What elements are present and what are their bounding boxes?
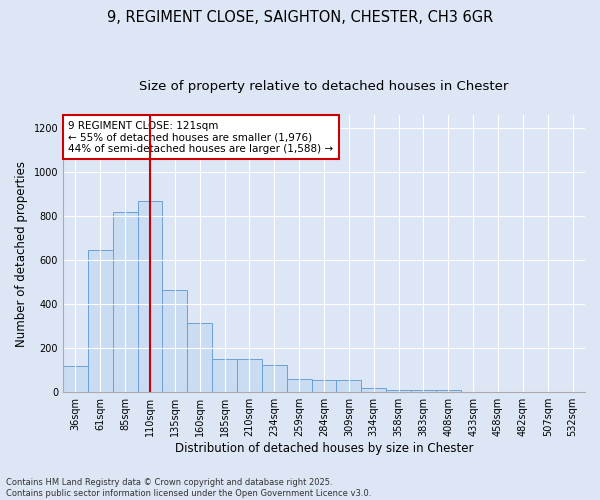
Bar (137, 201, 163, 392)
Bar (113, 212, 137, 392)
Bar (411, 390, 436, 392)
Bar (88, 250, 113, 392)
Bar (212, 359, 237, 392)
Text: 9 REGIMENT CLOSE: 121sqm
← 55% of detached houses are smaller (1,976)
44% of sem: 9 REGIMENT CLOSE: 121sqm ← 55% of detach… (68, 120, 334, 154)
Text: 9, REGIMENT CLOSE, SAIGHTON, CHESTER, CH3 6GR: 9, REGIMENT CLOSE, SAIGHTON, CHESTER, CH… (107, 10, 493, 25)
Bar (311, 380, 337, 392)
Bar (262, 364, 287, 392)
Bar (337, 380, 361, 392)
Y-axis label: Number of detached properties: Number of detached properties (15, 160, 28, 346)
Text: Contains HM Land Registry data © Crown copyright and database right 2025.
Contai: Contains HM Land Registry data © Crown c… (6, 478, 371, 498)
X-axis label: Distribution of detached houses by size in Chester: Distribution of detached houses by size … (175, 442, 473, 455)
Bar (187, 323, 212, 392)
Bar (287, 379, 311, 392)
Bar (361, 388, 386, 392)
Bar (163, 290, 187, 392)
Bar (63, 366, 88, 392)
Title: Size of property relative to detached houses in Chester: Size of property relative to detached ho… (139, 80, 509, 93)
Bar (237, 359, 262, 392)
Bar (386, 390, 411, 392)
Bar (436, 390, 461, 392)
